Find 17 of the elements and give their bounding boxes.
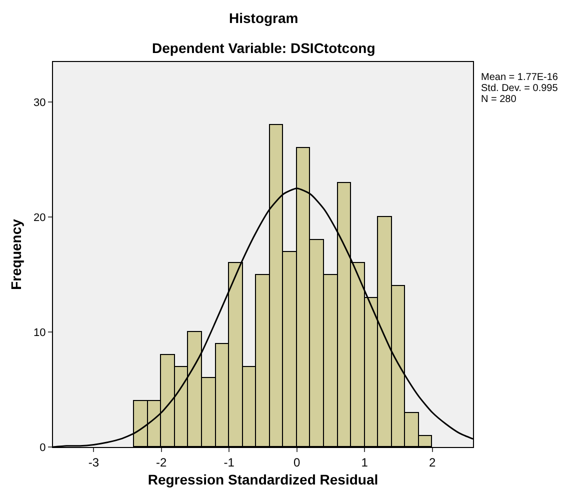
text: Std. Dev. = 0.995 [481, 83, 558, 94]
y-tick-label: 20 [34, 212, 46, 224]
x-tick-label: -3 [88, 455, 100, 470]
text: N = 280 [481, 94, 517, 105]
text: Mean = 1.77E-16 [481, 72, 558, 83]
x-tick-label: -2 [156, 455, 168, 470]
x-tick-label: 2 [429, 455, 436, 470]
y-tick-label: 30 [34, 97, 46, 110]
y-axis-title: Frequency [8, 218, 24, 290]
x-tick-label: -1 [224, 455, 235, 470]
y-tick-label: 10 [34, 326, 46, 339]
chart-title: Histogram [229, 10, 298, 26]
x-axis-title: Regression Standardized Residual [148, 472, 378, 488]
x-tick-label: 0 [294, 455, 301, 470]
chart-subtitle: Dependent Variable: DSICtotcong [152, 40, 376, 56]
y-tick-label: 0 [40, 442, 46, 454]
x-tick-label: 1 [361, 455, 368, 470]
